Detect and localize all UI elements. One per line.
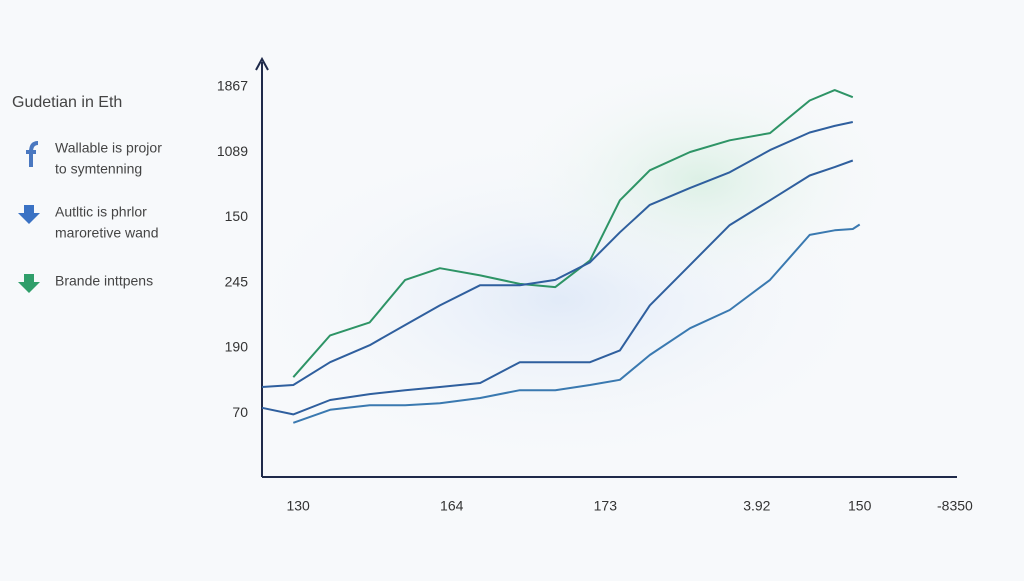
x-tick-label: 130 [286, 498, 310, 514]
x-tick-label: 3.92 [743, 498, 770, 514]
legend-icon [18, 274, 40, 293]
legend-label: Autltic is phrlor [55, 204, 147, 220]
y-tick-label: 1867 [217, 77, 248, 93]
legend-label: maroretive wand [55, 225, 159, 241]
line [261, 159, 854, 416]
line [292, 89, 854, 378]
legend-icon [18, 205, 40, 224]
line [292, 223, 861, 424]
x-tick-label: -8350 [937, 498, 973, 514]
line [261, 121, 854, 388]
glow [500, 60, 900, 300]
legend-icon [26, 141, 39, 167]
x-tick-label: 150 [848, 498, 872, 514]
y-tick-label: 70 [232, 404, 248, 420]
legend-label: to symtenning [55, 161, 142, 177]
axis-arrow [255, 56, 269, 71]
y-tick-label: 190 [225, 339, 249, 355]
x-tick-label: 173 [594, 498, 618, 514]
y-tick-label: 150 [225, 208, 249, 224]
x-tick-label: 164 [440, 498, 464, 514]
y-tick-label: 245 [225, 273, 249, 289]
y-tick-label: 1089 [217, 143, 248, 159]
legend-title: Gudetian in Eth [12, 94, 122, 111]
legend-label: Brande inttpens [55, 273, 153, 289]
legend-label: Wallable is projor [55, 140, 162, 156]
legend: Gudetian in Eth Wallable is projor to symt… [12, 94, 162, 293]
